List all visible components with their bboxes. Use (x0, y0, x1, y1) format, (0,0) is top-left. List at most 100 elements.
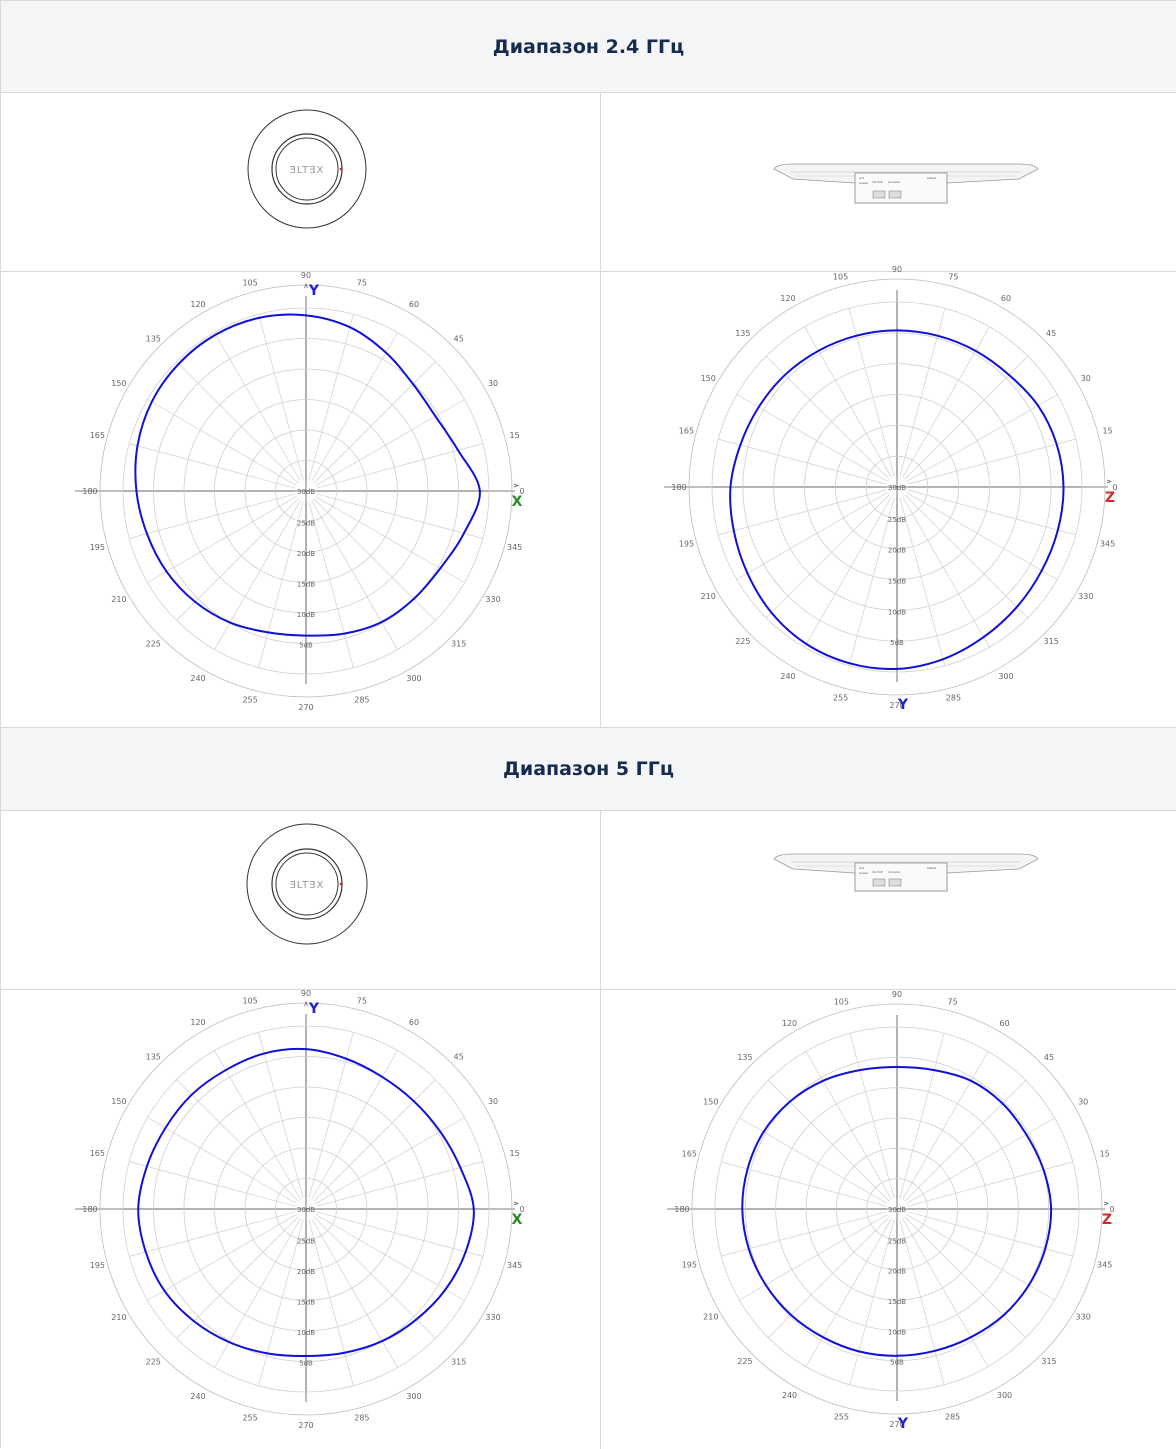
polar-grid (75, 284, 515, 698)
radial-db-label: 15dB (888, 1298, 906, 1306)
grid-spoke (258, 501, 304, 668)
pattern-point (413, 598, 415, 600)
pattern-point (194, 601, 196, 603)
angle-tick-label: 15 (1100, 1149, 1110, 1158)
device-side-view: ant power 1G PoE Console status (773, 853, 1039, 892)
pattern-point (343, 1351, 346, 1354)
pattern-point (933, 1069, 936, 1071)
pattern-point (1050, 1208, 1052, 1210)
radial-db-label: 25dB (297, 520, 315, 528)
grid-spoke (311, 1218, 398, 1368)
grid-spoke (316, 1211, 483, 1257)
angle-tick-label: 30 (488, 379, 498, 388)
pattern-point (229, 621, 231, 624)
angle-tick-label: 285 (354, 696, 369, 705)
grid-spoke (313, 498, 436, 621)
angle-tick-label: 45 (454, 1052, 464, 1061)
angle-tick-label: 0 (1109, 1205, 1114, 1214)
pattern-point (380, 621, 383, 623)
angle-tick-label: 270 (889, 701, 904, 710)
angle-tick-label: 345 (507, 543, 522, 552)
pattern-point (896, 1355, 898, 1357)
grid-spoke (311, 1050, 398, 1200)
angle-tick-label: 330 (485, 1313, 500, 1322)
angle-tick-label: 75 (948, 997, 958, 1006)
axis-label-right: X (512, 494, 523, 510)
pattern-point (385, 351, 387, 354)
radial-db-label: 10dB (888, 608, 906, 616)
grid-spoke (308, 501, 354, 668)
angle-tick-label: 90 (892, 265, 902, 274)
angle-tick-label: 120 (190, 1018, 205, 1027)
grid-spoke (718, 489, 887, 536)
grid-spoke (313, 1079, 436, 1202)
port-label-status: status (927, 866, 937, 870)
device-side-view-cell: ant power 1G PoE Console status (601, 811, 1176, 989)
radial-db-label: 25dB (888, 1237, 906, 1245)
pattern-point (343, 632, 346, 635)
diagram-cell-xy-2-4ghz: 0 15 30 45 60 75 90 105 120 135 150 165 180 195 210 225… (1, 271, 601, 727)
pattern-point (942, 658, 944, 660)
axis-arrow-top (304, 283, 308, 289)
pattern-point (305, 314, 307, 317)
grid-ring (244, 429, 368, 553)
angle-tick-label: 255 (834, 1413, 849, 1422)
angle-tick-label: 105 (242, 278, 257, 287)
angle-tick-label: 90 (301, 989, 311, 998)
grid-spoke (736, 394, 888, 482)
grid-spoke (804, 326, 892, 478)
grid-spoke (315, 496, 465, 583)
angle-tick-label: 150 (701, 374, 716, 383)
pattern-point (165, 570, 168, 573)
grid-spoke (214, 1050, 301, 1200)
angle-tick-label: 195 (90, 543, 105, 552)
angle-tick-label: 300 (406, 674, 421, 683)
radial-db-label: 20dB (888, 547, 906, 555)
angle-tick-label: 150 (703, 1098, 718, 1107)
diagram-cell-xy-5ghz: 0 15 30 45 60 75 90 105 120 135 150 165 180 195 210 225… (1, 989, 601, 1449)
pattern-point (970, 1336, 972, 1338)
pattern-point (1055, 443, 1058, 446)
radial-db-label: 20dB (297, 1268, 315, 1276)
grid-spoke (129, 493, 296, 539)
angle-tick-label: 300 (406, 1392, 421, 1401)
pattern-point (439, 1130, 441, 1133)
radial-db-label: 5dB (890, 639, 904, 647)
angle-tick-label: 180 (671, 483, 686, 492)
axis-arrow-right (1103, 1201, 1109, 1206)
pattern-point (459, 1166, 462, 1169)
pattern-point (413, 1100, 415, 1102)
grid-spoke (176, 1079, 299, 1202)
angle-tick-label: 15 (1102, 427, 1112, 436)
angle-tick-label: 225 (146, 1358, 161, 1367)
radial-db-label: 30dB (888, 1206, 906, 1214)
axis-label-top: Y (308, 283, 320, 299)
grid-spoke (907, 438, 1076, 485)
pattern-point (263, 1052, 266, 1055)
pattern-point (381, 1076, 384, 1078)
grid-ring (865, 455, 929, 519)
grid-spoke (904, 355, 1029, 480)
grid-spoke (739, 1117, 888, 1204)
pattern-point (214, 333, 217, 336)
axis-label-top: Y (308, 1001, 320, 1017)
angle-tick-label: 75 (357, 996, 367, 1005)
pattern-point (858, 1069, 861, 1071)
pattern-point (805, 643, 808, 645)
grid-spoke (902, 326, 990, 478)
angle-tick-label: 180 (82, 1205, 97, 1214)
axis-arrow-top (304, 1001, 308, 1007)
radial-db-label: 5dB (299, 1360, 313, 1368)
pattern-point (150, 401, 153, 403)
port-label-console: Console (888, 870, 900, 874)
polar-chart-xy-2-4ghz: 0 15 30 45 60 75 90 105 120 135 150 165 180 195 210 225… (75, 271, 525, 712)
radial-db-label: 25dB (297, 1238, 315, 1246)
port-label-ant: ant (859, 866, 865, 870)
grid-ring (244, 1147, 368, 1271)
grid-spoke (308, 314, 354, 481)
radial-db-label: 30dB (888, 484, 906, 492)
angle-tick-label: 285 (354, 1414, 369, 1423)
grid-spoke (805, 1051, 892, 1200)
device-top-view-cell: ƎLTƎX (1, 93, 601, 271)
pattern-point (163, 1289, 166, 1292)
